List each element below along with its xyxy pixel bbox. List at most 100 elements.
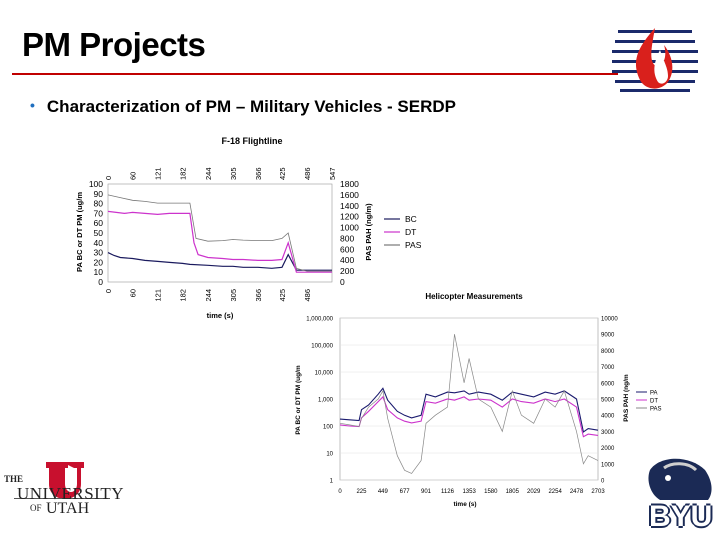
chart2-x-tick-label: 1805 bbox=[506, 489, 520, 495]
chart1-x-top-tick-label: 121 bbox=[154, 167, 163, 180]
chart2-y-tick-label: 1,000,000 bbox=[306, 317, 333, 323]
chart1-x-label: time (s) bbox=[207, 311, 234, 320]
utah-logo-university: UNIVERSITY bbox=[17, 484, 124, 503]
page-title: PM Projects bbox=[22, 26, 206, 63]
chart1-x-bottom-tick-label: 244 bbox=[204, 289, 213, 302]
chart2-x-tick-label: 449 bbox=[378, 489, 389, 495]
utah-logo-of: OF bbox=[30, 503, 42, 513]
chart1-y-tick-label: 40 bbox=[94, 238, 104, 248]
chart2-y-tick-label: 1 bbox=[330, 479, 334, 485]
chart2-y-tick-label: 100 bbox=[323, 425, 334, 431]
chart2-x-tick-label: 1126 bbox=[441, 489, 455, 495]
chart1-x-top-tick-label: 486 bbox=[303, 167, 312, 180]
chart1-y-label: PA BC or DT PM (ug/m bbox=[75, 192, 84, 272]
chart1-x-bottom-tick-label: 0 bbox=[104, 289, 113, 293]
chart1-x-top-tick-label: 0 bbox=[104, 176, 113, 180]
chart1-series-line-dt bbox=[107, 210, 332, 273]
chart1-x-bottom-tick-label: 486 bbox=[303, 289, 312, 302]
bullet-text: Characterization of PM – Military Vehicl… bbox=[46, 97, 456, 116]
chart1-y2-tick-label: 1400 bbox=[340, 201, 359, 211]
chart1-y2-tick-label: 400 bbox=[340, 255, 354, 265]
chart2-x-tick-label: 0 bbox=[338, 489, 342, 495]
chart1-x-top-tick-label: 182 bbox=[179, 167, 188, 180]
chart2-y2-label: PAS PAH (ng/m bbox=[623, 374, 630, 422]
chart2-x-tick-label: 1353 bbox=[462, 489, 476, 495]
chart2-y2-tick-label: 1000 bbox=[601, 462, 615, 468]
chart1-y2-tick-label: 800 bbox=[340, 233, 354, 243]
chart2-x-tick-label: 225 bbox=[356, 489, 367, 495]
chart2-x-tick-label: 677 bbox=[400, 489, 411, 495]
chart1-legend-label: BC bbox=[405, 214, 417, 224]
bullet-item: • Characterization of PM – Military Vehic… bbox=[30, 97, 456, 117]
chart2-y2-tick-label: 0 bbox=[601, 479, 605, 485]
chart2-y2-tick-label: 9000 bbox=[601, 333, 615, 339]
chart2-y2-tick-label: 10000 bbox=[601, 317, 618, 323]
chart2-y-label: PA BC or DT PM (ug/m bbox=[295, 365, 302, 435]
chart1-x-top-tick-label: 244 bbox=[204, 167, 213, 180]
chart2-y-tick-label: 10 bbox=[326, 452, 333, 458]
chart2-y-tick-label: 1,000 bbox=[318, 398, 334, 404]
chart1-y2-tick-label: 0 bbox=[340, 277, 345, 287]
chart1-y-tick-label: 70 bbox=[94, 208, 104, 218]
chart1-plot-area bbox=[107, 183, 333, 283]
title-divider bbox=[12, 73, 618, 75]
chart2-x-tick-label: 2478 bbox=[570, 489, 584, 495]
chart2-y-tick-label: 10,000 bbox=[315, 371, 334, 377]
chart2-series-line-pa bbox=[339, 387, 599, 433]
chart2-y2-tick-label: 2000 bbox=[601, 446, 615, 452]
chart2-y2-tick-label: 7000 bbox=[601, 365, 615, 371]
chart1-y2-tick-label: 1800 bbox=[340, 179, 359, 189]
chart1-y2-tick-label: 600 bbox=[340, 244, 354, 254]
chart1-x-bottom-tick-label: 366 bbox=[254, 289, 263, 302]
chart1-y-tick-label: 60 bbox=[94, 218, 104, 228]
chart1-y-tick-label: 80 bbox=[94, 199, 104, 209]
chart1-y2-tick-label: 1000 bbox=[340, 223, 359, 233]
chart1-y-tick-label: 0 bbox=[98, 277, 103, 287]
chart2-y2-tick-label: 3000 bbox=[601, 430, 615, 436]
chart1-y-tick-label: 90 bbox=[94, 189, 104, 199]
chart2-legend-label: PA bbox=[650, 391, 658, 397]
chart1-x-bottom-tick-label: 121 bbox=[154, 289, 163, 302]
chart1-series-line-pas bbox=[107, 194, 332, 272]
chart2-x-label: time (s) bbox=[453, 501, 476, 508]
chart1-title: F-18 Flightline bbox=[221, 136, 282, 146]
utah-u-mark-icon bbox=[46, 462, 84, 499]
chart1-x-bottom-tick-label: 60 bbox=[129, 289, 138, 297]
chart2-y2-tick-label: 4000 bbox=[601, 414, 615, 420]
chart1-x-bottom-tick-label: 182 bbox=[179, 289, 188, 302]
chart2-x-tick-label: 2703 bbox=[591, 489, 605, 495]
bullet-icon: • bbox=[30, 97, 35, 113]
chart1-x-top-tick-label: 366 bbox=[254, 167, 263, 180]
chart2-y2-tick-label: 5000 bbox=[601, 398, 615, 404]
chart1-y-tick-label: 10 bbox=[94, 267, 104, 277]
chart1-x-top-tick-label: 425 bbox=[278, 167, 287, 180]
chart1-x-bottom-tick-label: 425 bbox=[278, 289, 287, 302]
chart2-x-tick-label: 1580 bbox=[484, 489, 498, 495]
chart2-legend-label: DT bbox=[650, 399, 658, 405]
chart1-y2-label: PAS PAH (ng/m) bbox=[364, 203, 373, 261]
chart2-y-tick-label: 100,000 bbox=[311, 344, 333, 350]
chart1-y2-tick-label: 1600 bbox=[340, 190, 359, 200]
chart1-legend-label: DT bbox=[405, 227, 416, 237]
chart1-y-tick-label: 100 bbox=[89, 179, 103, 189]
chart1-x-bottom-tick-label: 305 bbox=[229, 289, 238, 302]
utah-logo-utah: UTAH bbox=[46, 500, 90, 517]
chart2-x-tick-label: 901 bbox=[421, 489, 432, 495]
byu-logo-text: BYU bbox=[649, 500, 713, 533]
chart2-x-tick-label: 2254 bbox=[548, 489, 562, 495]
chart2-series-line-dt bbox=[339, 395, 599, 438]
chart1-y-tick-label: 50 bbox=[94, 228, 104, 238]
chart1-x-top-tick-label: 305 bbox=[229, 167, 238, 180]
chart2-x-tick-label: 2029 bbox=[527, 489, 541, 495]
chart1-x-top-tick-label: 547 bbox=[328, 167, 337, 180]
chart2-y2-tick-label: 8000 bbox=[601, 349, 615, 355]
chart1-x-top-tick-label: 60 bbox=[129, 172, 138, 180]
chart2-legend-label: PAS bbox=[650, 407, 662, 413]
chart1-y2-tick-label: 1200 bbox=[340, 212, 359, 222]
chart2-title: Helicopter Measurements bbox=[425, 292, 523, 301]
